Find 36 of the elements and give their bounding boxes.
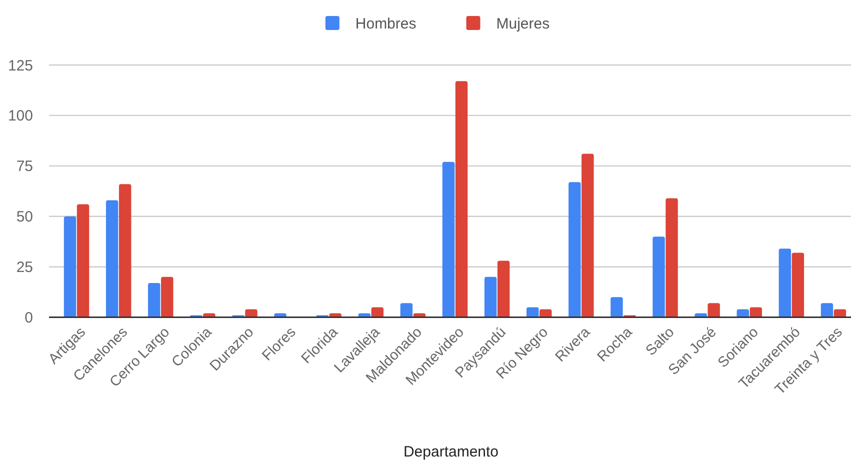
y-tick-label: 25 [16,259,33,276]
bar [666,198,678,318]
bar [484,276,497,318]
bar [792,252,804,318]
y-tick-label: 0 [24,310,33,327]
x-axis-title: Departamento [403,443,499,460]
bar [834,309,846,318]
bar [442,162,455,318]
bar [582,154,594,318]
bar [161,276,174,318]
bar [652,236,665,318]
bar [750,307,762,318]
bar [64,216,76,318]
legend-label: Mujeres [496,15,550,32]
bar [400,303,413,318]
bar [708,303,720,318]
y-tick-label: 75 [16,158,33,176]
y-tick-label: 100 [8,108,33,125]
bar [539,309,552,318]
y-tick-label: 125 [8,57,33,74]
legend-label: Hombres [355,15,416,32]
bar [526,307,539,318]
bar [371,307,384,318]
bar [245,309,258,318]
bar [610,297,623,318]
bar [76,204,90,318]
bar [820,303,834,318]
bar [497,260,510,318]
bar [455,81,468,318]
bar [736,309,749,318]
bar [148,282,160,318]
bar [568,182,581,318]
bar [778,248,792,318]
bar [118,184,132,318]
bar [106,200,118,318]
y-tick-label: 50 [16,208,33,226]
